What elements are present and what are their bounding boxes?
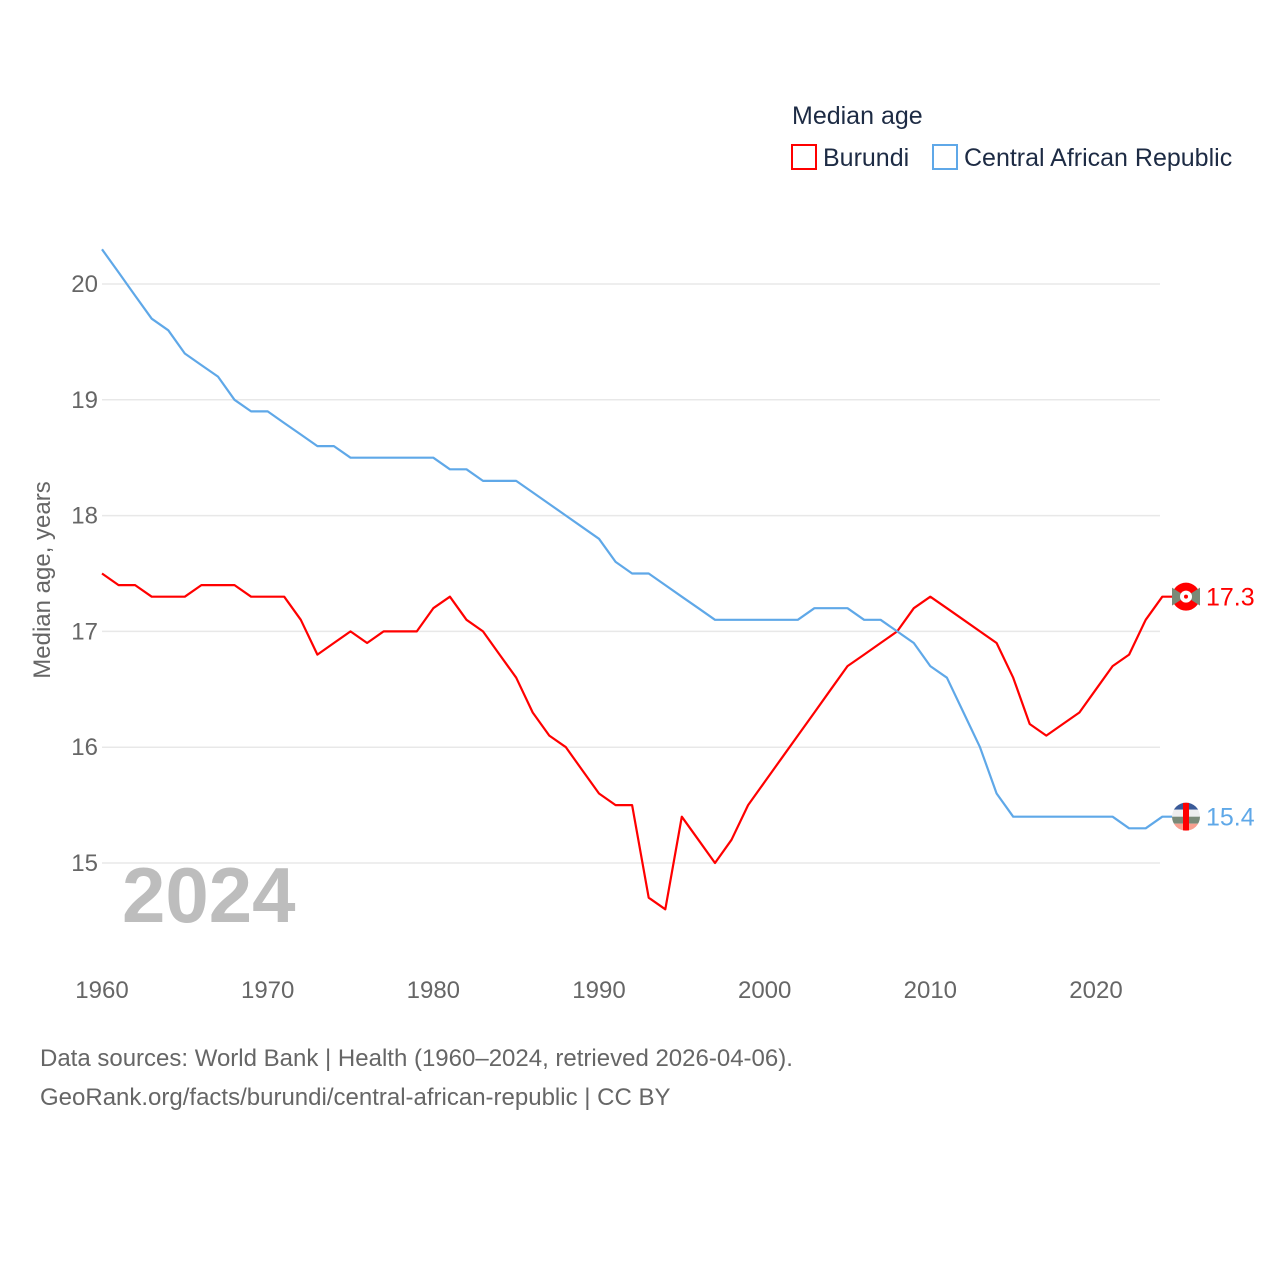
x-tick-label: 1990 [572,977,625,1004]
y-axis-ticks: 15 16 17 18 19 20 [71,271,98,877]
end-labels: 17.3 15.4 [1172,582,1255,832]
end-value-label: 17.3 [1206,584,1255,612]
year-label: 2024 [122,851,296,939]
car-flag-icon [1172,802,1200,831]
legend-label-burundi[interactable]: Burundi [823,144,909,172]
y-tick-label: 20 [71,271,98,298]
end-value-label: 15.4 [1206,804,1255,832]
x-axis-ticks: 1960 1970 1980 1990 2000 2010 2020 [75,977,1122,1004]
x-tick-label: 1980 [407,977,460,1004]
y-axis-label: Median age, years [29,481,56,678]
legend-swatch-burundi[interactable] [791,144,817,170]
footer-sources: Data sources: World Bank | Health (1960–… [40,1045,793,1072]
y-tick-label: 16 [71,734,98,761]
x-tick-label: 2010 [904,977,957,1004]
series-line-car [101,248,1172,830]
gridlines [102,283,1160,864]
y-tick-label: 17 [71,618,98,645]
legend-swatch-car[interactable] [932,144,958,170]
y-tick-label: 15 [71,850,98,877]
y-tick-label: 19 [71,387,98,414]
x-tick-label: 2000 [738,977,791,1004]
legend-title: Median age [792,102,923,130]
series-line-burundi [101,572,1172,911]
x-tick-label: 2020 [1069,977,1122,1004]
footer-link[interactable]: GeoRank.org/facts/burundi/central-africa… [40,1084,671,1111]
x-tick-label: 1960 [75,977,128,1004]
legend: Median age Burundi Central African Repub… [791,102,1232,172]
legend-label-car[interactable]: Central African Republic [964,144,1232,172]
x-tick-label: 1970 [241,977,294,1004]
series-lines [101,248,1172,911]
y-tick-label: 18 [71,503,98,530]
burundi-flag-icon [1172,582,1200,611]
